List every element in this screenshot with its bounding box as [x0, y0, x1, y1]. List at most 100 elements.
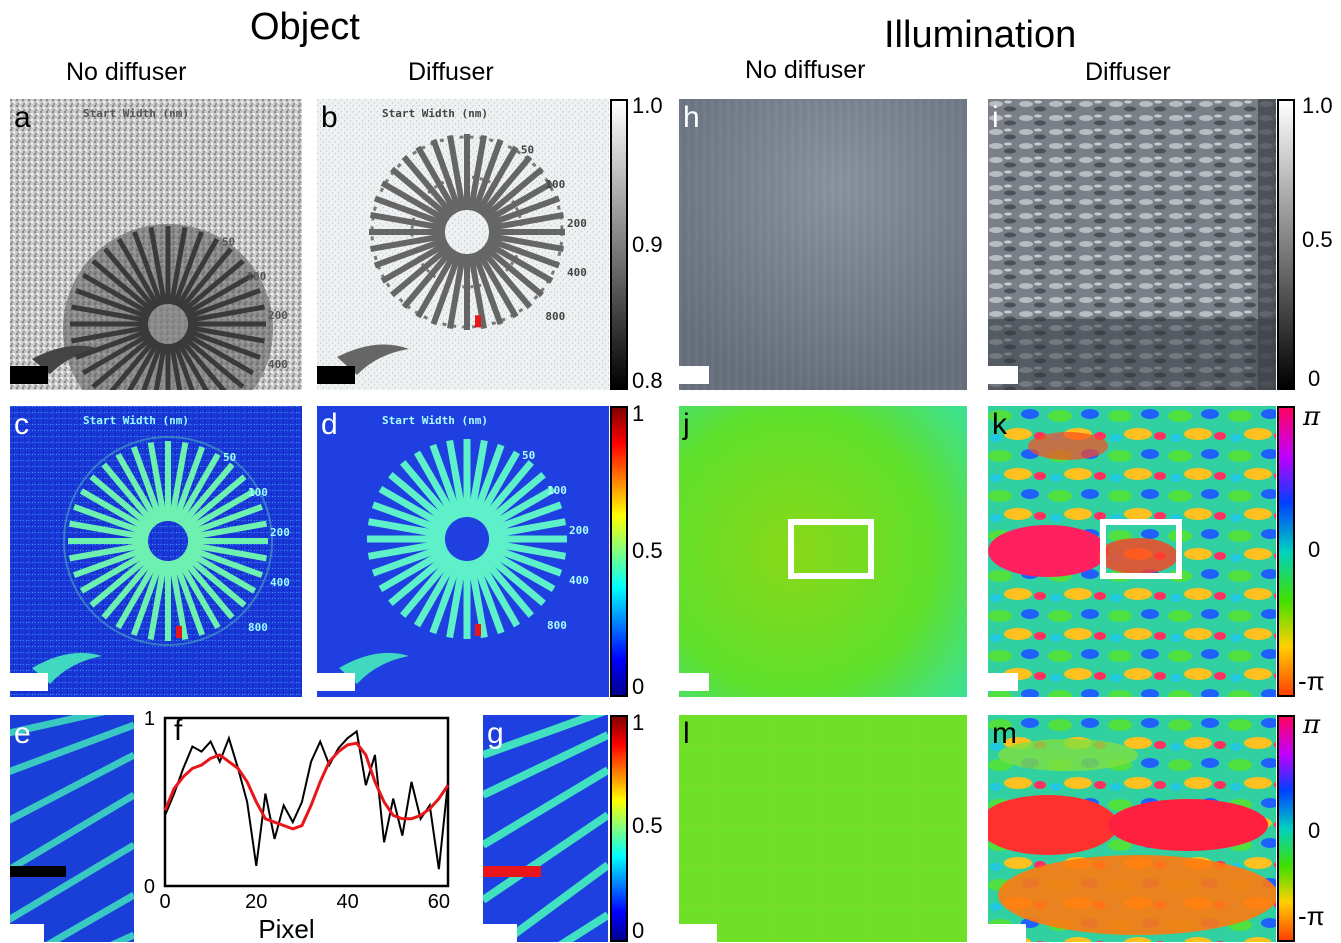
star-spoke [184, 331, 255, 376]
star-spoke [388, 472, 453, 528]
scale-bar-red [483, 866, 541, 877]
star-spoke [169, 227, 188, 305]
star-spoke [484, 240, 554, 284]
panel-d-label: d [321, 408, 338, 441]
star-label: 200 [270, 526, 290, 539]
star-spoke [486, 195, 561, 228]
illumination-diffuser-header: Diffuser [1085, 58, 1171, 86]
colorbar-phase-k [1277, 406, 1295, 697]
colorbar-gray-illumination [1277, 99, 1295, 390]
star-spoke [127, 340, 161, 390]
star-spoke [380, 180, 450, 224]
star-spoke [187, 520, 268, 541]
tick-max: 1 [632, 710, 645, 735]
star-spoke [184, 272, 255, 317]
star-spoke [115, 556, 161, 630]
star-spoke [115, 452, 161, 526]
star-label: 100 [248, 486, 268, 499]
star-spoke [183, 548, 257, 594]
y-tick-label: 1 [144, 710, 155, 730]
star-spoke [488, 518, 567, 539]
star-spoke [169, 343, 183, 390]
colorbar-jet-g [610, 715, 628, 942]
star-spoke [471, 251, 504, 326]
star-spoke [467, 439, 488, 518]
star-spoke [68, 541, 149, 562]
star-spoke [415, 249, 459, 319]
star-spoke [413, 556, 460, 628]
star-spoke [367, 539, 446, 560]
star-spoke [478, 246, 533, 310]
panel-j-image: j [679, 406, 967, 697]
star-label: 100 [545, 178, 565, 191]
star-spoke [187, 325, 265, 344]
star-spoke [478, 553, 534, 618]
star-label: 100 [246, 270, 266, 283]
star-spoke [413, 450, 460, 522]
star-spoke [172, 558, 206, 636]
star-title: Start Width (nm) [83, 107, 189, 120]
star-spoke [369, 232, 446, 252]
star-spoke [89, 474, 155, 531]
star-spoke [130, 558, 164, 636]
star-label: 800 [248, 621, 268, 634]
scale-bar-black [10, 866, 66, 877]
tick-max: 1 [632, 401, 645, 426]
star-spoke [401, 246, 456, 310]
star-spoke [147, 441, 168, 522]
scale-bar-white [10, 924, 44, 942]
illumination-header: Illumination [884, 14, 1077, 56]
x-tick-label: 60 [428, 891, 450, 913]
star-spoke [378, 485, 450, 532]
panel-f-label: f [174, 714, 183, 747]
star-spoke [109, 337, 158, 390]
panel-g-label: g [487, 717, 504, 750]
star-spoke [181, 259, 245, 314]
x-tick-label: 0 [159, 891, 170, 913]
star-spoke [467, 253, 487, 330]
star-spoke [91, 334, 155, 389]
panel-m-image: m [988, 715, 1276, 942]
star-spoke [185, 328, 261, 360]
scale-bar-white [988, 673, 1018, 691]
star-spoke [172, 341, 195, 390]
star-spoke [446, 439, 467, 518]
panel-i-label: i [992, 101, 999, 134]
tick-min: 0 [632, 918, 645, 943]
star-label: 200 [567, 217, 587, 230]
star-spoke [175, 556, 221, 630]
tick-min: 0 [1308, 366, 1321, 391]
star-spoke [478, 154, 533, 218]
panel-c-image: Start Width (nm) 50 100 200 400 800 c [10, 406, 302, 697]
colorbar-jet-object [610, 406, 628, 697]
roi-box [1100, 519, 1182, 579]
tick-max: π [1303, 402, 1321, 432]
panel-c-label: c [14, 408, 29, 441]
star-spoke [71, 304, 149, 323]
star-label: 400 [567, 266, 587, 279]
star-spoke [369, 212, 446, 232]
star-spoke [141, 341, 164, 390]
star-spoke [481, 550, 546, 606]
panel-m-label: m [992, 717, 1017, 750]
star-title: Start Width (nm) [83, 414, 189, 427]
star-spoke [147, 560, 168, 641]
star-spoke [181, 474, 247, 531]
star-spoke [447, 134, 467, 211]
star-label: 200 [569, 524, 589, 537]
tick-mid: 0.5 [632, 538, 663, 563]
star-spoke [178, 462, 235, 528]
star-spoke [175, 237, 220, 308]
star-label: 400 [268, 358, 288, 371]
star-spoke [68, 520, 149, 541]
star-spoke [75, 328, 151, 360]
scale-bar-white [679, 673, 709, 691]
star-spoke [486, 236, 561, 269]
star-spoke [185, 545, 263, 579]
series-line-no-diffuser [164, 729, 449, 870]
star-spoke [168, 560, 189, 641]
star-spoke [484, 546, 556, 593]
star-spoke [488, 232, 565, 252]
panel-j-label: j [683, 408, 690, 441]
star-spoke [168, 441, 189, 522]
